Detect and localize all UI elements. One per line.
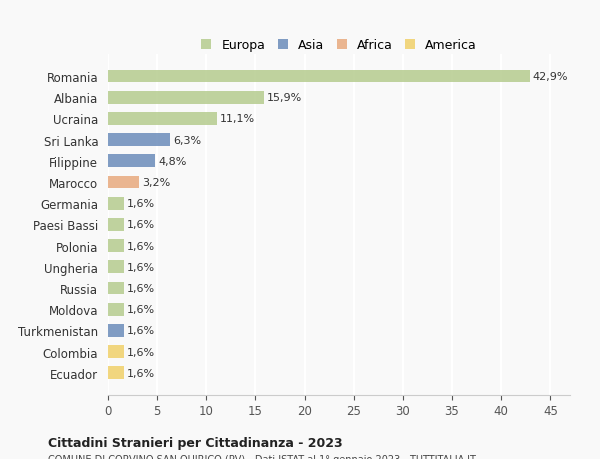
Text: 4,8%: 4,8% [158,157,187,167]
Bar [108,240,124,252]
Bar [108,71,530,83]
Bar [108,113,217,125]
Text: 1,6%: 1,6% [127,326,155,336]
Bar [108,218,124,231]
Legend: Europa, Asia, Africa, America: Europa, Asia, Africa, America [196,34,482,57]
Bar [108,261,124,274]
Text: Cittadini Stranieri per Cittadinanza - 2023: Cittadini Stranieri per Cittadinanza - 2… [48,436,343,449]
Bar [108,303,124,316]
Text: 3,2%: 3,2% [142,178,170,188]
Text: 1,6%: 1,6% [127,262,155,272]
Bar [108,367,124,379]
Bar [108,197,124,210]
Text: 1,6%: 1,6% [127,368,155,378]
Bar [108,282,124,295]
Bar [108,155,155,168]
Bar [108,325,124,337]
Text: 6,3%: 6,3% [173,135,201,146]
Text: 1,6%: 1,6% [127,199,155,209]
Bar [108,176,139,189]
Text: 1,6%: 1,6% [127,241,155,251]
Text: 42,9%: 42,9% [533,72,568,82]
Text: 1,6%: 1,6% [127,347,155,357]
Text: COMUNE DI CORVINO SAN QUIRICO (PV) - Dati ISTAT al 1° gennaio 2023 - TUTTITALIA.: COMUNE DI CORVINO SAN QUIRICO (PV) - Dat… [48,454,476,459]
Text: 11,1%: 11,1% [220,114,255,124]
Text: 15,9%: 15,9% [267,93,302,103]
Bar [108,92,264,104]
Text: 1,6%: 1,6% [127,220,155,230]
Text: 1,6%: 1,6% [127,283,155,293]
Bar [108,346,124,358]
Text: 1,6%: 1,6% [127,304,155,314]
Bar [108,134,170,147]
